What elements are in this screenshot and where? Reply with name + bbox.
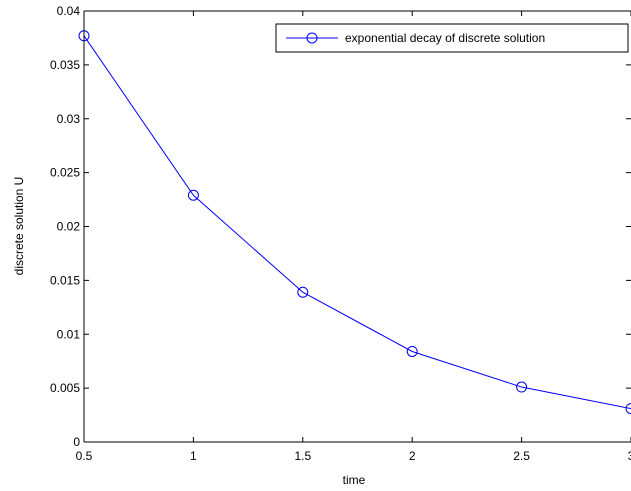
y-tick-label: 0.04: [57, 4, 81, 18]
y-axis-label: discrete solution U: [12, 177, 26, 276]
data-point: [406, 345, 418, 357]
y-tick-label: 0.005: [50, 381, 80, 395]
x-axis-label: time: [343, 473, 366, 487]
x-tick-label: 1.5: [294, 449, 311, 463]
x-tick-label: 1: [190, 449, 197, 463]
y-tick-label: 0: [73, 435, 80, 449]
plot-area: [84, 11, 631, 442]
y-tick-label: 0.01: [57, 327, 81, 341]
y-tick-label: 0.03: [57, 112, 81, 126]
y-tick-label: 0.025: [50, 166, 80, 180]
y-tick-label: 0.02: [57, 220, 81, 234]
y-tick-label: 0.035: [50, 58, 80, 72]
x-tick-label: 0.5: [76, 449, 93, 463]
data-point: [297, 286, 309, 298]
series-line: [83, 35, 631, 410]
legend: exponential decay of discrete solution: [275, 23, 629, 53]
data-point: [516, 381, 528, 393]
x-tick-label: 2.5: [513, 449, 530, 463]
y-tick-label: 0.015: [50, 273, 80, 287]
data-point: [625, 403, 631, 415]
data-point: [187, 189, 199, 201]
legend-entry-label: exponential decay of discrete solution: [345, 31, 545, 45]
x-tick-label: 2: [409, 449, 416, 463]
x-tick-label: 3: [628, 449, 631, 463]
axis-ticks: 0.5 1 1.5 2 2.5 3 0 0.005 0.01 0.015 0.02 0.025 0.03…: [50, 4, 631, 463]
legend-marker-swatch: [306, 32, 318, 44]
